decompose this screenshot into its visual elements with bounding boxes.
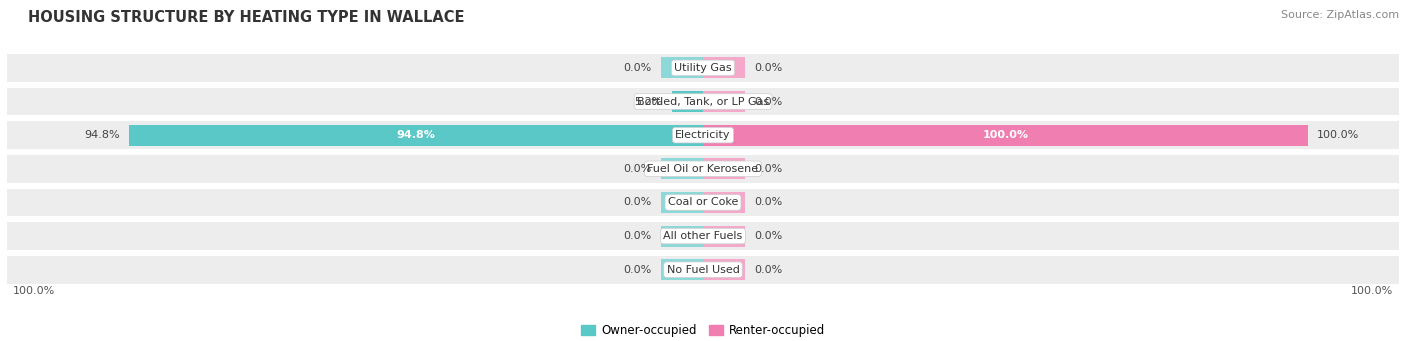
Legend: Owner-occupied, Renter-occupied: Owner-occupied, Renter-occupied (576, 320, 830, 341)
Bar (7, 88, 1399, 115)
Text: 0.0%: 0.0% (755, 164, 783, 174)
Bar (661, 259, 703, 280)
Text: 0.0%: 0.0% (755, 265, 783, 275)
Text: 100.0%: 100.0% (1351, 285, 1393, 296)
Bar (703, 192, 745, 213)
Text: 0.0%: 0.0% (623, 197, 651, 207)
Bar (703, 57, 745, 78)
Text: Utility Gas: Utility Gas (675, 63, 731, 73)
Bar (661, 192, 703, 213)
Bar (7, 189, 1399, 216)
Bar (7, 155, 1399, 182)
Bar (661, 226, 703, 247)
Text: 0.0%: 0.0% (623, 164, 651, 174)
Text: 100.0%: 100.0% (1317, 130, 1360, 140)
Text: 0.0%: 0.0% (755, 231, 783, 241)
Text: 100.0%: 100.0% (13, 285, 55, 296)
Text: 0.0%: 0.0% (755, 97, 783, 106)
Bar (7, 256, 1399, 283)
Text: 0.0%: 0.0% (755, 197, 783, 207)
Bar (7, 222, 1399, 250)
Text: Fuel Oil or Kerosene: Fuel Oil or Kerosene (647, 164, 759, 174)
Text: 94.8%: 94.8% (396, 130, 436, 140)
Text: Source: ZipAtlas.com: Source: ZipAtlas.com (1281, 10, 1399, 20)
Text: 0.0%: 0.0% (755, 63, 783, 73)
Text: Coal or Coke: Coal or Coke (668, 197, 738, 207)
Bar (661, 57, 703, 78)
Bar (703, 158, 745, 179)
Bar (129, 125, 703, 146)
Text: 0.0%: 0.0% (623, 231, 651, 241)
Text: Electricity: Electricity (675, 130, 731, 140)
Text: All other Fuels: All other Fuels (664, 231, 742, 241)
Bar (703, 259, 745, 280)
Bar (672, 91, 703, 112)
Text: 5.2%: 5.2% (634, 97, 662, 106)
Bar (7, 54, 1399, 82)
Text: 0.0%: 0.0% (623, 63, 651, 73)
Text: 0.0%: 0.0% (623, 265, 651, 275)
Bar (703, 125, 1308, 146)
Bar (661, 158, 703, 179)
Text: 94.8%: 94.8% (84, 130, 120, 140)
Text: HOUSING STRUCTURE BY HEATING TYPE IN WALLACE: HOUSING STRUCTURE BY HEATING TYPE IN WAL… (28, 10, 464, 25)
Text: 100.0%: 100.0% (983, 130, 1029, 140)
Text: No Fuel Used: No Fuel Used (666, 265, 740, 275)
Bar (703, 91, 745, 112)
Bar (7, 121, 1399, 149)
Bar (703, 226, 745, 247)
Text: Bottled, Tank, or LP Gas: Bottled, Tank, or LP Gas (637, 97, 769, 106)
